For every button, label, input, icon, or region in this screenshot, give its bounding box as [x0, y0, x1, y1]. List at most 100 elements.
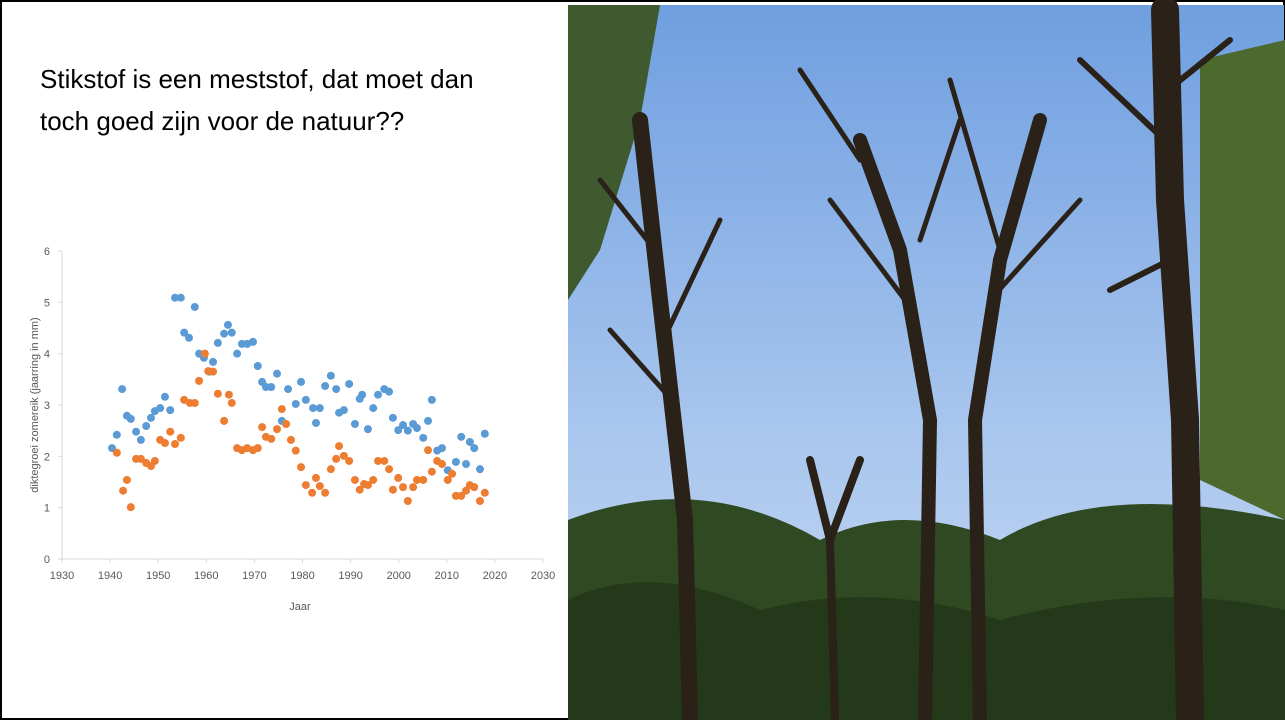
data-point [389, 414, 397, 422]
data-point [151, 457, 159, 465]
y-tick-label: 2 [44, 451, 50, 463]
x-tick-label: 1970 [242, 570, 266, 582]
x-tick-label: 1980 [290, 570, 314, 582]
data-point [457, 433, 465, 441]
data-point [351, 476, 359, 484]
x-tick-label: 1930 [50, 570, 74, 582]
slide: Stikstof is een meststof, dat moet dan t… [0, 0, 1285, 720]
data-point [476, 465, 484, 473]
data-point [308, 489, 316, 497]
data-point [249, 338, 257, 346]
data-point [185, 334, 193, 342]
data-point [177, 434, 185, 442]
data-point [166, 406, 174, 414]
data-point [113, 449, 121, 457]
data-point [171, 440, 179, 448]
data-point [297, 463, 305, 471]
y-tick-label: 6 [44, 246, 50, 258]
data-point [419, 476, 427, 484]
data-point [127, 503, 135, 511]
x-tick-label: 2010 [435, 570, 459, 582]
data-point [481, 430, 489, 438]
slide-title: Stikstof is een meststof, dat moet dan [40, 64, 474, 94]
data-point [209, 368, 217, 376]
data-point [195, 377, 203, 385]
x-tick-label: 2000 [386, 570, 410, 582]
x-tick-label: 1960 [194, 570, 218, 582]
data-point [228, 399, 236, 407]
data-point [284, 385, 292, 393]
y-tick-label: 5 [44, 297, 50, 309]
y-tick-label: 3 [44, 400, 50, 412]
data-point [351, 420, 359, 428]
data-point [225, 391, 233, 399]
data-point [177, 294, 185, 302]
y-axis-label: diktegroei zomereik (jaarring in mm) [29, 317, 41, 492]
data-point [273, 370, 281, 378]
x-tick-label: 1940 [98, 570, 122, 582]
data-point [258, 423, 266, 431]
data-point [470, 483, 478, 491]
forest-photo [568, 5, 1285, 720]
x-axis-label: Jaar [289, 601, 311, 613]
data-point [340, 406, 348, 414]
data-point [452, 458, 460, 466]
data-point [201, 350, 209, 358]
data-point [287, 436, 295, 444]
data-point [374, 391, 382, 399]
data-point [476, 497, 484, 505]
slide-title: toch goed zijn voor de natuur?? [40, 106, 404, 136]
data-point [224, 321, 232, 329]
data-point [302, 481, 310, 489]
data-point [470, 444, 478, 452]
data-point [428, 468, 436, 476]
data-point [404, 427, 412, 435]
data-point [278, 405, 286, 413]
data-point [438, 444, 446, 452]
data-point [394, 474, 402, 482]
data-point [292, 400, 300, 408]
x-tick-label: 2030 [531, 570, 555, 582]
data-point [161, 439, 169, 447]
data-point [364, 425, 372, 433]
data-point [345, 457, 353, 465]
x-tick-label: 1990 [338, 570, 362, 582]
data-point [123, 476, 131, 484]
data-point [166, 428, 174, 436]
data-point [358, 391, 366, 399]
data-point [191, 399, 199, 407]
data-point [389, 486, 397, 494]
data-point [385, 465, 393, 473]
data-point [448, 470, 456, 478]
y-tick-label: 1 [44, 503, 50, 515]
data-point [462, 460, 470, 468]
data-point [419, 434, 427, 442]
data-point [273, 425, 281, 433]
data-point [327, 372, 335, 380]
data-point [369, 476, 377, 484]
data-point [113, 431, 121, 439]
data-point [214, 390, 222, 398]
data-point [385, 388, 393, 396]
y-tick-label: 4 [44, 349, 50, 361]
data-point [332, 455, 340, 463]
data-point [220, 330, 228, 338]
page: Stikstof is een meststof, dat moet dan t… [0, 0, 1285, 720]
data-point [335, 442, 343, 450]
data-point [156, 404, 164, 412]
x-tick-label: 1950 [146, 570, 170, 582]
data-point [380, 457, 388, 465]
data-point [316, 482, 324, 490]
data-point [220, 417, 228, 425]
data-point [118, 385, 126, 393]
data-point [137, 436, 145, 444]
data-point [254, 362, 262, 370]
data-point [267, 435, 275, 443]
data-point [142, 422, 150, 430]
data-point [214, 339, 222, 347]
data-point [132, 428, 140, 436]
data-point [282, 420, 290, 428]
data-point [332, 385, 340, 393]
data-point [428, 396, 436, 404]
data-point [312, 419, 320, 427]
